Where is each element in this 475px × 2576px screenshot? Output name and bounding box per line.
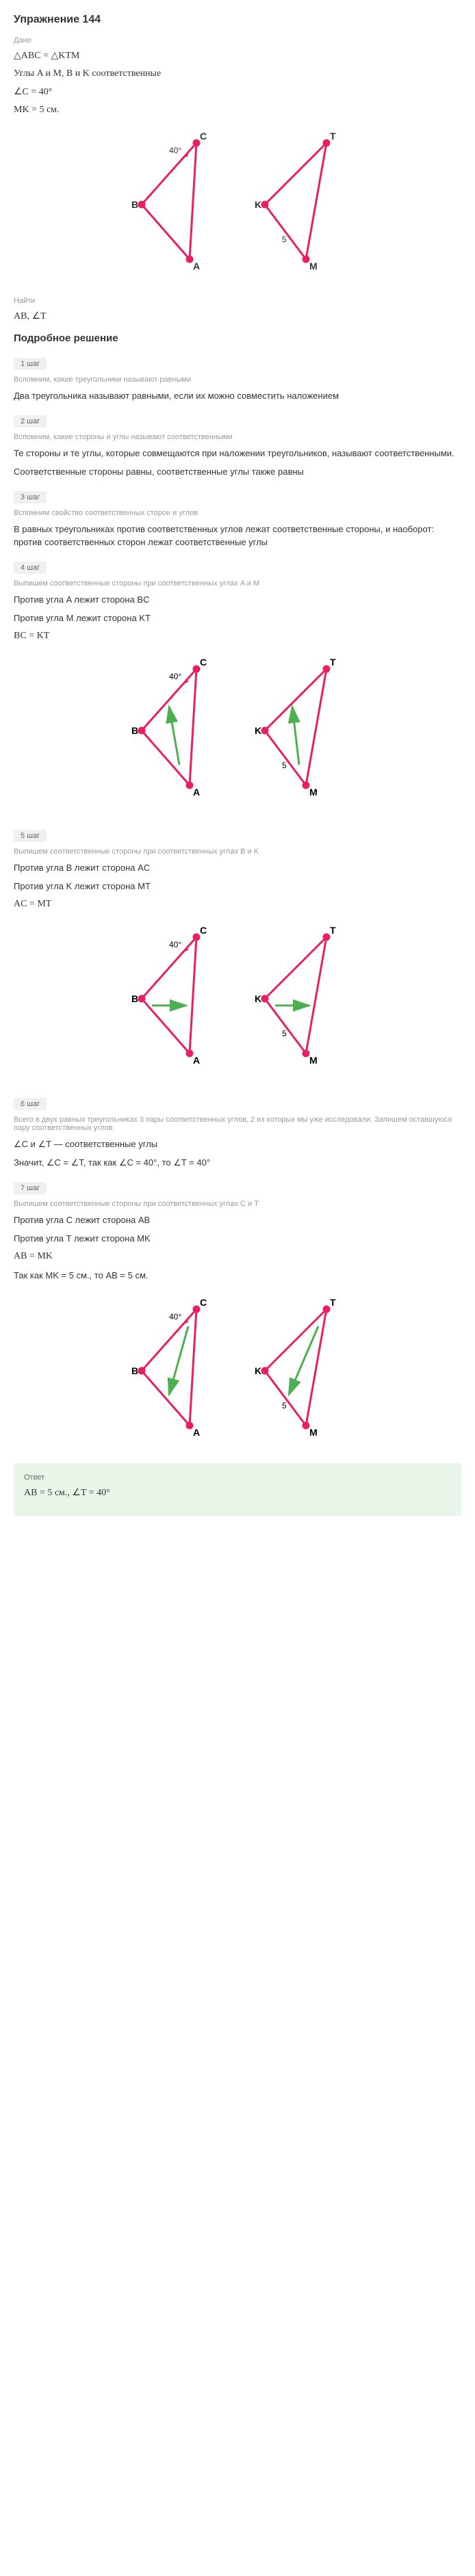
step-text: Против угла M лежит сторона KT xyxy=(14,612,461,625)
step-badge: 5 шаг xyxy=(14,830,47,842)
step-1: 1 шаг Вспомним, какие треугольники назыв… xyxy=(14,351,461,403)
step-text: Против угла T лежит сторона MK xyxy=(14,1232,461,1246)
step-6: 6 шаг Всего в двух равных треугольниках … xyxy=(14,1091,461,1170)
svg-text:A: A xyxy=(193,1427,200,1438)
svg-text:5: 5 xyxy=(282,235,287,244)
svg-text:40°: 40° xyxy=(169,940,181,949)
diagram-1: A B C 40° K T M 5 xyxy=(14,129,461,283)
step-5: 5 шаг Выпишем соответственные стороны пр… xyxy=(14,823,461,910)
step-desc: Выпишем соответственные стороны при соот… xyxy=(14,579,461,588)
step-desc: Вспомним свойство соответственных сторон… xyxy=(14,509,461,517)
step-text: Против угла C лежит сторона AB xyxy=(14,1213,461,1227)
svg-text:A: A xyxy=(193,1055,200,1066)
svg-text:40°: 40° xyxy=(169,672,181,681)
given-line3: ∠C = 40° xyxy=(14,86,461,98)
answer-box: Ответ AB = 5 см., ∠T = 40° xyxy=(14,1463,461,1516)
svg-text:40°: 40° xyxy=(169,146,181,155)
svg-text:M: M xyxy=(309,787,318,798)
svg-text:M: M xyxy=(309,1427,318,1438)
diagram-2: A B C 40° K T M 5 xyxy=(14,655,461,809)
given-line2: Углы A и M, B и K соответственные xyxy=(14,68,461,79)
svg-text:40°: 40° xyxy=(169,1312,181,1322)
svg-text:C: C xyxy=(200,925,207,936)
step-text: ∠C и ∠T — соответственные углы xyxy=(14,1138,461,1151)
step-text: В равных треугольниках против соответств… xyxy=(14,523,461,549)
svg-text:T: T xyxy=(330,657,336,668)
svg-text:B: B xyxy=(131,199,138,210)
step-text: Против угла A лежит сторона BC xyxy=(14,593,461,607)
step-text: Те стороны и те углы, которые совмещаютс… xyxy=(14,447,461,460)
step-3: 3 шаг Вспомним свойство соответственных … xyxy=(14,484,461,549)
given-line4: MK = 5 см. xyxy=(14,105,461,116)
svg-text:T: T xyxy=(330,131,336,142)
step-badge: 2 шаг xyxy=(14,415,47,428)
step-desc: Вспомним, какие стороны и углы называют … xyxy=(14,433,461,441)
svg-text:K: K xyxy=(255,1365,261,1376)
step-text: Против угла K лежит сторона MT xyxy=(14,880,461,893)
svg-text:T: T xyxy=(330,1297,336,1308)
answer-content: AB = 5 см., ∠T = 40° xyxy=(24,1487,451,1499)
find-content: AB, ∠T xyxy=(14,311,461,322)
svg-text:K: K xyxy=(255,993,261,1004)
svg-text:5: 5 xyxy=(282,1029,287,1038)
find-label: Найти xyxy=(14,297,461,305)
solution-heading: Подробное решение xyxy=(14,332,461,344)
svg-text:5: 5 xyxy=(282,761,287,770)
step-text: Значит, ∠C = ∠T, так как ∠C = 40°, то ∠T… xyxy=(14,1156,461,1170)
svg-text:B: B xyxy=(131,993,138,1004)
step-7: 7 шаг Выпишем соответственные стороны пр… xyxy=(14,1175,461,1283)
step-badge: 7 шаг xyxy=(14,1182,47,1194)
svg-text:C: C xyxy=(200,1297,207,1308)
step-4: 4 шаг Выпишем соответственные стороны пр… xyxy=(14,555,461,642)
step-badge: 6 шаг xyxy=(14,1098,47,1110)
step-desc: Выпишем соответственные стороны при соот… xyxy=(14,1200,461,1208)
step-desc: Всего в двух равных треугольниках 3 пары… xyxy=(14,1116,461,1132)
svg-text:M: M xyxy=(309,261,318,272)
svg-text:K: K xyxy=(255,725,261,736)
step-text: BC = KT xyxy=(14,631,461,642)
step-2: 2 шаг Вспомним, какие стороны и углы наз… xyxy=(14,408,461,479)
step-desc: Выпишем соответственные стороны при соот… xyxy=(14,847,461,856)
diagram-4: A B C 40° K T M 5 xyxy=(14,1296,461,1449)
svg-text:A: A xyxy=(193,261,200,272)
svg-text:C: C xyxy=(200,657,207,668)
triangles-svg-3: A B C 40° K T M 5 xyxy=(114,923,361,1074)
svg-text:B: B xyxy=(131,1365,138,1376)
svg-text:K: K xyxy=(255,199,261,210)
exercise-title: Упражнение 144 xyxy=(14,14,461,26)
svg-text:T: T xyxy=(330,925,336,936)
step-badge: 1 шаг xyxy=(14,358,47,370)
given-label: Дано xyxy=(14,36,461,44)
step-text: AC = MT xyxy=(14,899,461,910)
step-text: Два треугольника называют равными, если … xyxy=(14,389,461,403)
svg-text:B: B xyxy=(131,725,138,736)
svg-text:5: 5 xyxy=(282,1401,287,1410)
step-desc: Вспомним, какие треугольники называют ра… xyxy=(14,376,461,384)
step-text: Так как MK = 5 см., то AB = 5 см. xyxy=(14,1269,461,1283)
triangles-svg-1: A B C 40° K T M 5 xyxy=(114,129,361,280)
step-text: Соответственные стороны равны, соответст… xyxy=(14,465,461,479)
step-badge: 3 шаг xyxy=(14,491,47,503)
step-text: AB = MK xyxy=(14,1251,461,1262)
triangles-svg-4: A B C 40° K T M 5 xyxy=(114,1296,361,1446)
triangles-svg-2: A B C 40° K T M 5 xyxy=(114,655,361,806)
svg-text:C: C xyxy=(200,131,207,142)
answer-label: Ответ xyxy=(24,1473,451,1482)
step-text: Против угла B лежит сторона AC xyxy=(14,861,461,875)
step-badge: 4 шаг xyxy=(14,562,47,574)
svg-text:A: A xyxy=(193,787,200,798)
svg-text:M: M xyxy=(309,1055,318,1066)
diagram-3: A B C 40° K T M 5 xyxy=(14,923,461,1077)
given-line1: △ABC = △KTM xyxy=(14,50,461,62)
